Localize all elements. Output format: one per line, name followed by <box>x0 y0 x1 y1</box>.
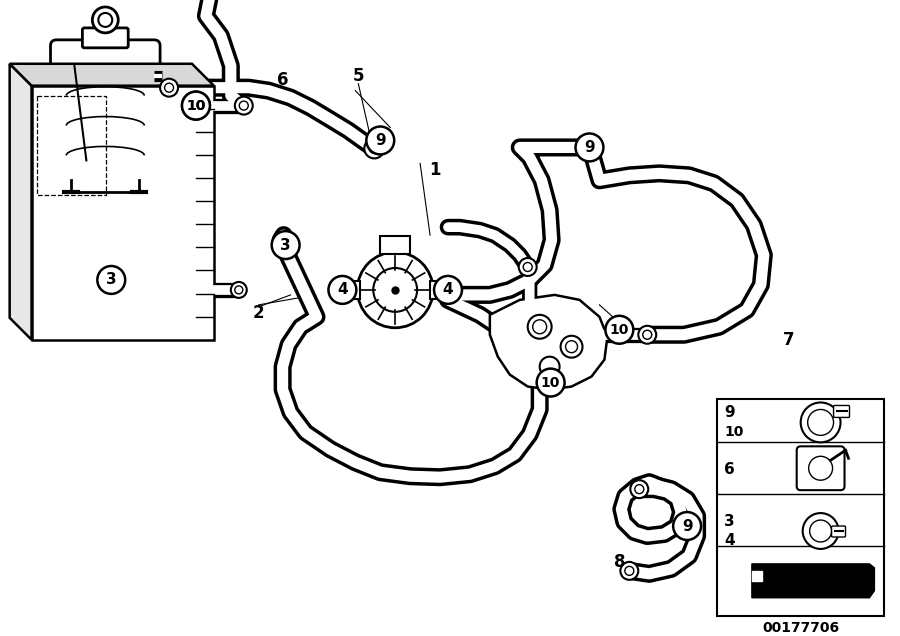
Text: 00177706: 00177706 <box>762 621 839 635</box>
Circle shape <box>518 258 536 276</box>
Circle shape <box>630 480 648 498</box>
Circle shape <box>540 357 560 377</box>
Text: 2: 2 <box>253 304 265 322</box>
FancyBboxPatch shape <box>833 406 850 417</box>
Text: 9: 9 <box>584 140 595 155</box>
Circle shape <box>801 403 841 443</box>
Circle shape <box>620 562 638 580</box>
FancyBboxPatch shape <box>381 236 410 254</box>
Text: 9: 9 <box>375 133 385 148</box>
Circle shape <box>366 127 394 155</box>
Circle shape <box>536 369 564 396</box>
Circle shape <box>369 144 379 153</box>
Polygon shape <box>32 86 214 340</box>
Circle shape <box>434 276 462 304</box>
Circle shape <box>165 83 174 92</box>
Text: 10: 10 <box>724 425 743 439</box>
Circle shape <box>561 336 582 357</box>
Text: 6: 6 <box>277 71 288 88</box>
Circle shape <box>565 341 578 353</box>
Circle shape <box>230 282 247 298</box>
Bar <box>717 399 885 616</box>
Circle shape <box>673 512 701 540</box>
Polygon shape <box>752 571 761 581</box>
Text: 10: 10 <box>186 99 205 113</box>
Text: 8: 8 <box>614 553 626 571</box>
Text: 10: 10 <box>541 376 561 390</box>
Circle shape <box>643 330 652 339</box>
FancyBboxPatch shape <box>338 281 360 299</box>
Circle shape <box>809 456 832 480</box>
Circle shape <box>160 79 178 97</box>
Circle shape <box>634 485 644 494</box>
Circle shape <box>527 315 552 339</box>
Circle shape <box>93 7 118 33</box>
Circle shape <box>98 13 112 27</box>
Circle shape <box>374 268 417 312</box>
Circle shape <box>364 139 384 158</box>
Text: 4: 4 <box>338 282 347 298</box>
Circle shape <box>803 513 839 549</box>
Circle shape <box>807 410 833 436</box>
Circle shape <box>625 567 634 576</box>
Circle shape <box>328 276 356 304</box>
Circle shape <box>272 231 300 259</box>
Text: 10: 10 <box>186 99 205 113</box>
Circle shape <box>182 92 210 120</box>
Circle shape <box>182 92 210 120</box>
Circle shape <box>533 320 546 334</box>
Circle shape <box>97 266 125 294</box>
Polygon shape <box>490 295 608 389</box>
Text: 1: 1 <box>429 162 441 179</box>
Text: 9: 9 <box>682 518 692 534</box>
Text: 3: 3 <box>106 272 117 287</box>
Text: 6: 6 <box>724 462 734 477</box>
Text: 7: 7 <box>783 331 795 349</box>
Text: 4: 4 <box>724 534 734 548</box>
Text: 5: 5 <box>353 67 364 85</box>
Circle shape <box>235 97 253 114</box>
Text: 3: 3 <box>724 513 734 529</box>
FancyBboxPatch shape <box>832 526 845 537</box>
FancyBboxPatch shape <box>796 446 844 490</box>
Polygon shape <box>752 564 875 598</box>
Circle shape <box>523 263 532 272</box>
Circle shape <box>810 520 832 542</box>
Circle shape <box>235 286 243 294</box>
Text: 9: 9 <box>724 405 734 420</box>
Polygon shape <box>10 64 32 340</box>
Text: 10: 10 <box>609 322 629 336</box>
Circle shape <box>239 101 248 110</box>
FancyBboxPatch shape <box>83 28 128 48</box>
Circle shape <box>357 252 433 328</box>
Polygon shape <box>10 64 214 86</box>
FancyBboxPatch shape <box>430 281 452 299</box>
Text: 3: 3 <box>280 238 291 252</box>
FancyBboxPatch shape <box>50 40 160 186</box>
Circle shape <box>575 134 603 162</box>
Circle shape <box>606 316 634 343</box>
Text: 4: 4 <box>443 282 454 298</box>
Circle shape <box>638 326 656 343</box>
